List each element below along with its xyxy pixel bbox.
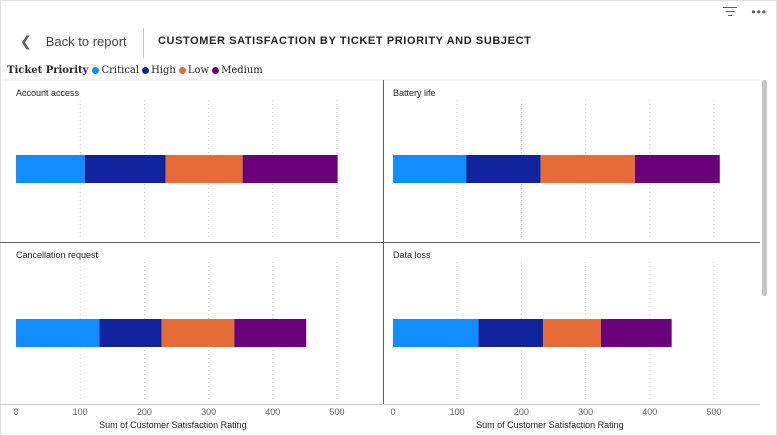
page-title: CUSTOMER SATISFACTION BY TICKET PRIORITY… <box>158 35 532 47</box>
x-axis-title-1: Sum of Customer Satisfaction Rating <box>476 420 624 430</box>
back-to-report-label: Back to report <box>45 33 127 49</box>
x-tick-label-1-400: 400 <box>642 407 657 417</box>
x-axis-title-0: Sum of Customer Satisfaction Rating <box>99 420 247 430</box>
x-tick-label-1-0: 0 <box>390 407 395 417</box>
bar-data-loss-critical <box>393 319 479 347</box>
panel-title-data-loss: Data loss <box>393 250 431 260</box>
legend-label-high: High <box>151 65 176 76</box>
x-tick-label-0-500: 500 <box>329 407 344 417</box>
legend-title: Ticket Priority <box>7 65 89 76</box>
bar-account-access-critical <box>16 155 85 183</box>
bar-data-loss-medium <box>601 319 672 347</box>
x-tick-label-0-100: 100 <box>73 407 88 417</box>
bar-data-loss-high <box>478 319 544 347</box>
bar-account-access-high <box>84 155 166 183</box>
legend-label-medium: Medium <box>221 65 263 76</box>
x-tick-label-0-200: 200 <box>137 407 152 417</box>
bar-battery-life-low <box>540 155 636 183</box>
bar-data-loss-low <box>543 319 602 347</box>
legend-dot-critical <box>92 67 100 74</box>
panel-title-battery-life: Battery life <box>393 88 436 98</box>
x-tick-label-0-400: 400 <box>265 407 280 417</box>
chart-legend: Ticket Priority Critical High Low Medium <box>7 65 266 76</box>
x-tick-label-0-300: 300 <box>201 407 216 417</box>
x-tick-label-1-500: 500 <box>706 407 721 417</box>
x-tick-label-1-100: 100 <box>450 407 465 417</box>
legend-dot-high <box>142 67 150 74</box>
x-tick-label-1-200: 200 <box>514 407 529 417</box>
bar-account-access-low <box>165 155 243 183</box>
legend-item-critical[interactable]: Critical <box>92 65 139 76</box>
more-options-icon[interactable]: ••• <box>751 5 767 19</box>
filter-icon[interactable] <box>723 6 738 18</box>
bar-cancellation-request-critical <box>16 319 100 347</box>
back-to-report-button[interactable]: ❮ Back to report <box>20 33 127 49</box>
visual-header-icons: ••• <box>723 6 767 18</box>
bar-cancellation-request-medium <box>234 319 307 347</box>
panel-title-account-access: Account access <box>16 88 80 98</box>
header-divider <box>143 28 144 58</box>
bar-account-access-medium <box>242 155 338 183</box>
legend-dot-low <box>178 67 186 74</box>
legend-item-medium[interactable]: Medium <box>212 65 263 76</box>
legend-item-low[interactable]: Low <box>178 65 210 76</box>
legend-dot-medium <box>212 67 220 74</box>
legend-label-low: Low <box>187 65 210 76</box>
legend-label-critical: Critical <box>101 65 140 76</box>
bar-battery-life-medium <box>635 155 720 183</box>
bar-cancellation-request-high <box>99 319 162 347</box>
panel-title-cancellation-request: Cancellation request <box>16 250 99 260</box>
bar-cancellation-request-low <box>161 319 235 347</box>
legend-item-high[interactable]: High <box>142 65 176 76</box>
x-tick-label-0-0: 0 <box>13 407 18 417</box>
bar-battery-life-critical <box>393 155 467 183</box>
chevron-left-icon: ❮ <box>20 33 32 49</box>
x-tick-label-1-300: 300 <box>578 407 593 417</box>
bar-battery-life-high <box>466 155 541 183</box>
vertical-scrollbar[interactable] <box>762 80 767 296</box>
